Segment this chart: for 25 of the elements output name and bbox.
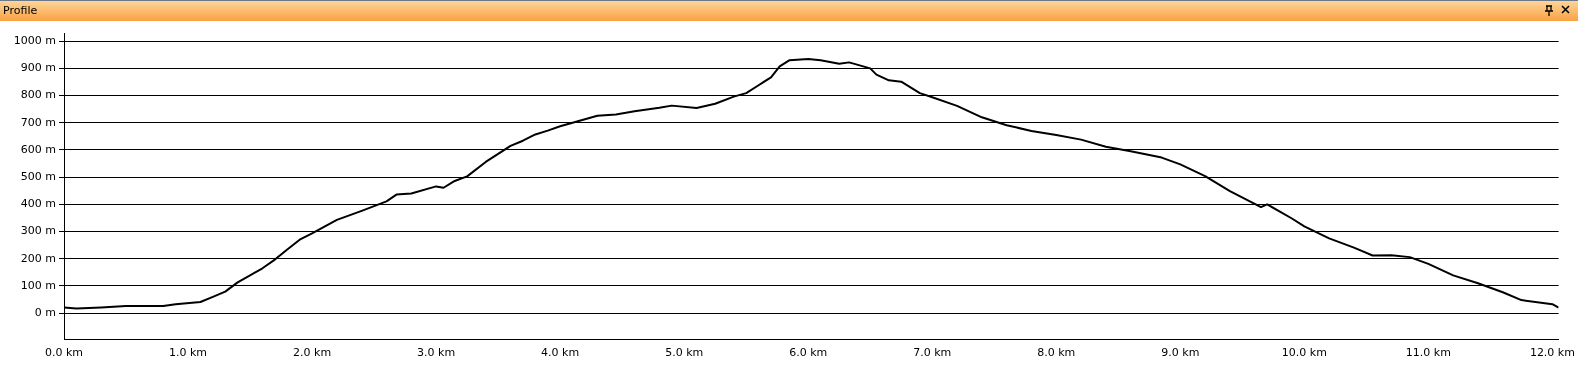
y-tick-label: 1000 m bbox=[13, 34, 56, 48]
y-tick-label: 800 m bbox=[20, 88, 56, 102]
x-tick-label: 6.0 km bbox=[789, 346, 828, 360]
x-tick-label: 0.0 km bbox=[44, 346, 84, 360]
chart-title: Profile bbox=[3, 4, 38, 17]
y-tick-label: 600 m bbox=[20, 142, 56, 156]
y-tick-label: 900 m bbox=[20, 61, 56, 75]
x-tick-label: 2.0 km bbox=[293, 346, 332, 360]
y-tick-label: 300 m bbox=[20, 224, 56, 238]
x-tick-label: 5.0 km bbox=[665, 346, 704, 360]
x-tick-label: 10.0 km bbox=[1281, 346, 1327, 360]
x-tick-label: 7.0 km bbox=[913, 346, 952, 360]
x-tick-label: 8.0 km bbox=[1037, 346, 1076, 360]
y-tick-label: 100 m bbox=[20, 278, 56, 292]
y-tick-label: 0 m bbox=[34, 306, 56, 320]
x-tick-label: 9.0 km bbox=[1161, 346, 1200, 360]
x-tick-label: 1.0 km bbox=[169, 346, 208, 360]
y-tick-label: 400 m bbox=[20, 197, 56, 211]
x-tick-label: 4.0 km bbox=[541, 346, 580, 360]
y-tick-label: 200 m bbox=[20, 251, 56, 265]
y-tick-label: 500 m bbox=[20, 170, 56, 184]
x-tick-label: 11.0 km bbox=[1405, 346, 1451, 360]
x-tick-label: 3.0 km bbox=[417, 346, 456, 360]
y-tick-label: 700 m bbox=[20, 115, 56, 129]
x-tick-label: 12.0 km bbox=[1529, 346, 1575, 360]
